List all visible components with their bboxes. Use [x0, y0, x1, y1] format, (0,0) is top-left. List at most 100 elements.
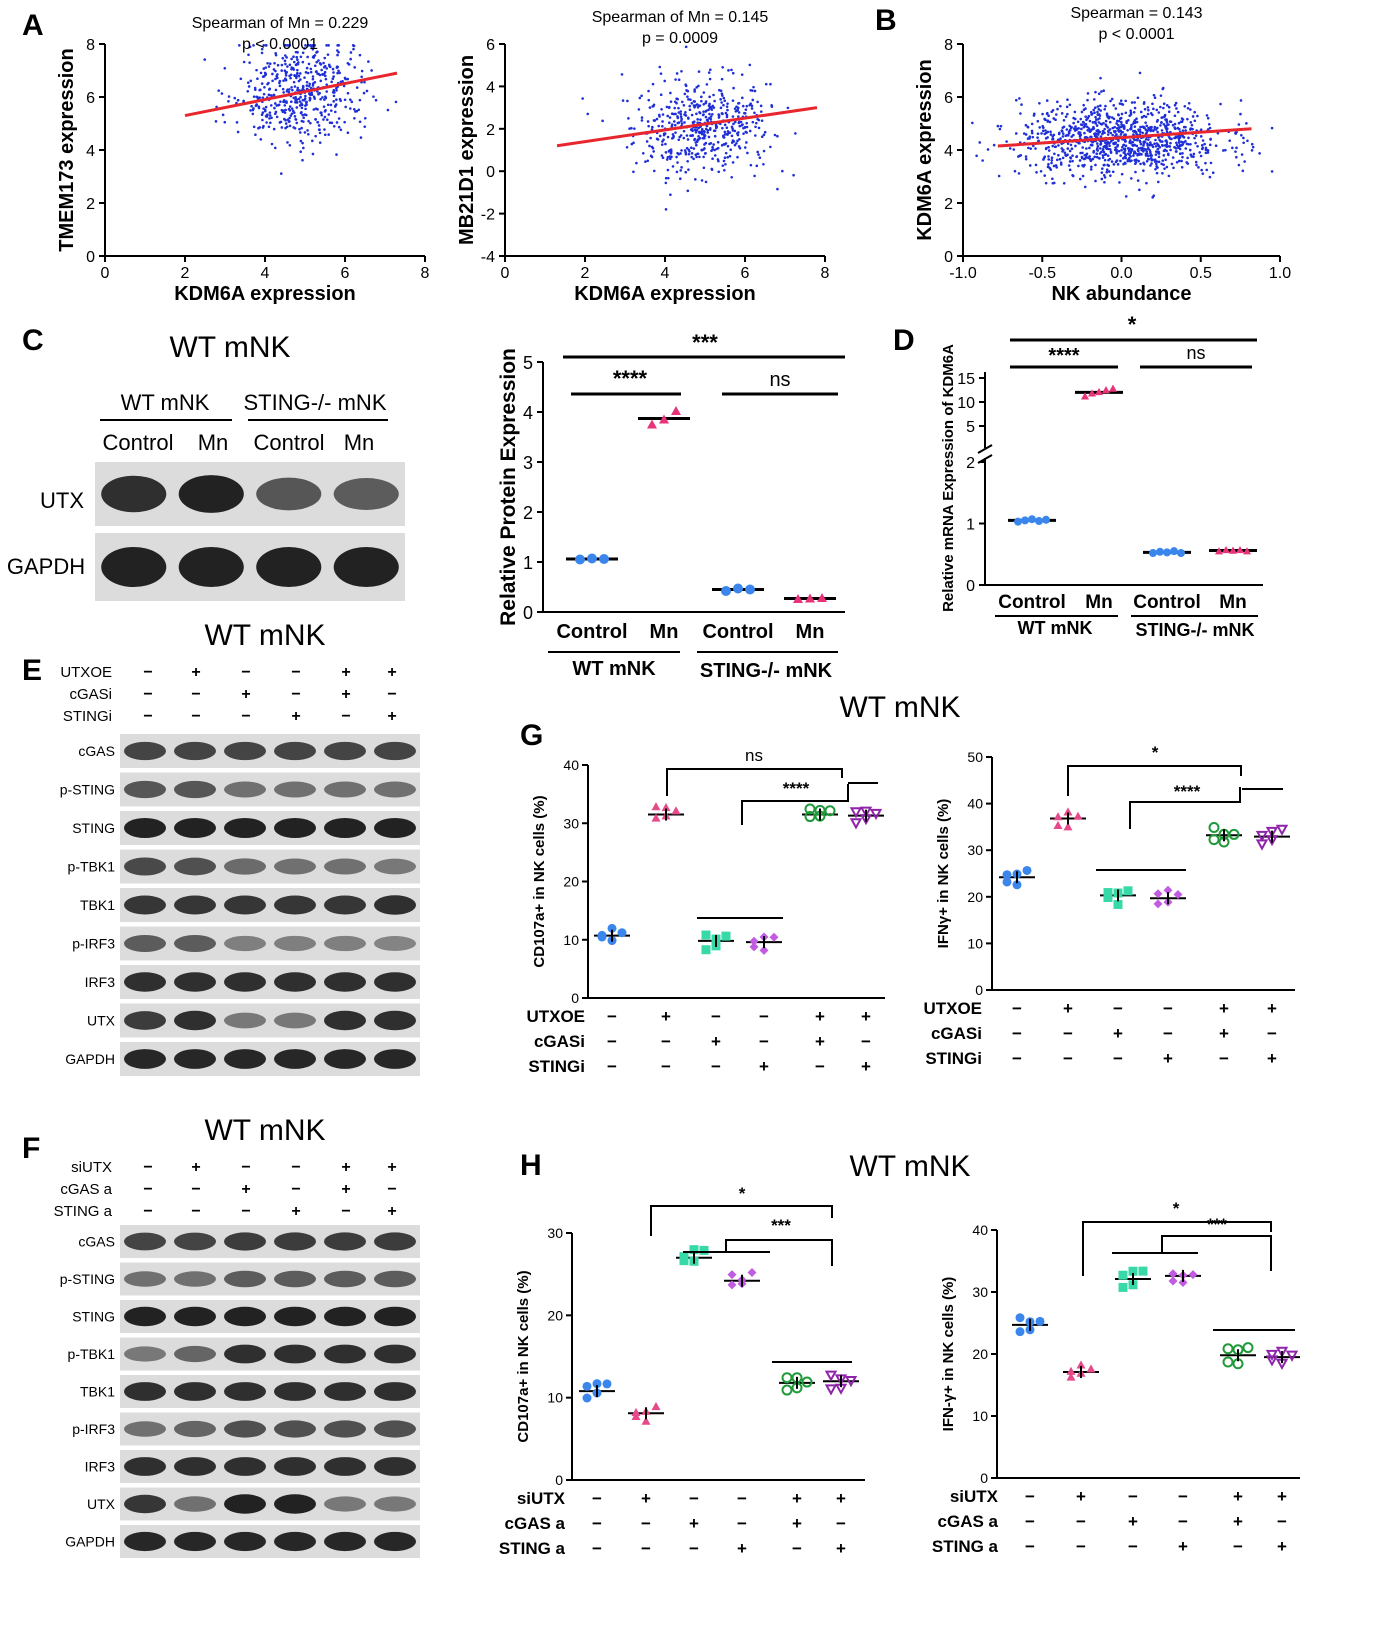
scatter-point [1164, 127, 1168, 130]
scatter-point [1094, 179, 1097, 183]
scatter-point [267, 65, 271, 68]
scatter-point [716, 140, 720, 144]
scatter-point [764, 82, 768, 86]
data-point [1255, 839, 1269, 851]
scatter-point [713, 134, 717, 138]
scatter-point [712, 143, 715, 146]
scatter-point [664, 181, 668, 185]
row-4-band [224, 1382, 266, 1401]
row-0-strip [120, 1225, 420, 1258]
scatter-point [664, 151, 668, 154]
scatter-point [311, 75, 315, 78]
scatter-point [1106, 140, 1110, 144]
scatter-point [286, 141, 289, 144]
row-4-band [174, 895, 216, 915]
scatter-point [323, 70, 327, 74]
data-point [824, 1370, 838, 1382]
scatter-point [1080, 156, 1084, 160]
scatter-point [311, 152, 315, 156]
scatter-point [1117, 139, 1120, 143]
category-label: Control [1133, 592, 1201, 613]
scatter-point [1189, 142, 1192, 146]
scatter-point [1193, 110, 1196, 114]
panel-letter-d: D [893, 324, 915, 357]
scatter-point [1168, 145, 1172, 148]
scatter-point [1084, 107, 1087, 110]
scatter-point [722, 159, 726, 163]
scatter-point [1155, 108, 1159, 112]
scatter-point [704, 141, 708, 145]
data-point [1243, 547, 1251, 555]
treatment-sign: − [191, 1203, 200, 1220]
scatter-point [1155, 142, 1159, 145]
scatter-point [299, 78, 302, 81]
scatter-point [743, 146, 747, 149]
row-1-strip [120, 1262, 420, 1296]
scatter-point [1035, 171, 1038, 174]
scatter-point [1194, 134, 1198, 137]
scatter-point [1203, 142, 1206, 146]
scatter-point [1096, 113, 1100, 116]
scatter-point [1174, 136, 1177, 140]
scatter-point [303, 47, 306, 50]
scatter-point [692, 100, 696, 103]
scatter-point [1133, 118, 1137, 122]
scatter-point [329, 103, 333, 107]
blot-row-label: TBK1 [80, 897, 115, 913]
lane-label: Mn [198, 430, 229, 455]
scatter-point [1060, 112, 1064, 115]
scatter-point [697, 134, 700, 138]
scatter-point [1049, 130, 1052, 134]
treatment-sign: + [341, 686, 350, 703]
y-tick-label: 6 [486, 37, 495, 54]
data-point [749, 936, 759, 946]
scatter-point [1129, 113, 1133, 116]
scatter-point [1107, 164, 1111, 167]
scatter-point [255, 68, 258, 72]
scatter-point [1084, 153, 1088, 157]
scatter-point [666, 168, 670, 172]
scatter-point [717, 170, 721, 174]
treatment-sign: − [711, 1007, 721, 1026]
scatter-point [1123, 161, 1127, 165]
data-point [701, 945, 711, 955]
scatter-point [1163, 125, 1167, 128]
row-0-band [174, 1232, 216, 1251]
scatter-point [346, 77, 350, 81]
scatter-point [705, 109, 708, 113]
scatter-point [1057, 132, 1061, 136]
scatter-point [1166, 152, 1170, 156]
scatter-point [645, 140, 649, 143]
scatter-point [737, 101, 741, 105]
row-1-band [374, 781, 416, 798]
scatter-point [1048, 120, 1052, 124]
data-point [1095, 387, 1103, 396]
scatter-point [1036, 136, 1039, 139]
scatter-point [1199, 154, 1203, 158]
treatment-sign: + [291, 708, 300, 725]
scatter-point [1024, 155, 1028, 158]
data-point [1168, 1276, 1178, 1286]
scatter-point [295, 121, 299, 125]
scatter-point [1165, 149, 1168, 153]
scatter-point [349, 57, 352, 61]
scatter-point [1199, 135, 1203, 138]
scatter-point [261, 118, 264, 122]
scatter-point [1133, 143, 1137, 147]
scatter-point [293, 115, 297, 118]
scatter-point [978, 141, 982, 144]
scatter-point [1162, 154, 1166, 157]
treatment-sign: + [1233, 1487, 1243, 1506]
scatter-point [1117, 127, 1120, 130]
scatter-point [1157, 144, 1161, 148]
scatter-point [220, 92, 224, 95]
scatter-point [1198, 151, 1202, 154]
scatter-point [280, 108, 284, 112]
scatter-point [338, 97, 342, 101]
scatter-point [647, 124, 650, 128]
data-point [1102, 386, 1110, 394]
scatter-point [1129, 127, 1133, 131]
scatter-point [1150, 144, 1154, 147]
group-label: STING-/- mNK [244, 390, 387, 415]
scatter-point [325, 83, 328, 86]
